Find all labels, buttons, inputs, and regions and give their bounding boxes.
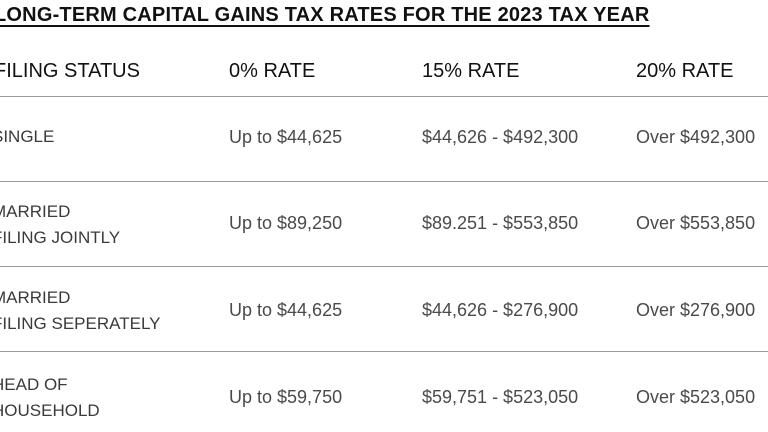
divider bbox=[0, 266, 768, 267]
row-1-rate-20: Over $492,300 bbox=[636, 127, 756, 147]
row-4-rate-0: Up to $59,750 bbox=[229, 387, 343, 407]
row-4-rate-20: Over $523,050 bbox=[636, 387, 756, 407]
divider bbox=[0, 181, 768, 182]
row-3-rate-0: Up to $44,625 bbox=[229, 300, 343, 320]
row-3-filing-status: MARRIED FILING SEPERATELY bbox=[0, 288, 161, 333]
row-4-filing-status: HEAD OF HOUSEHOLD bbox=[0, 375, 100, 420]
row-1-filing-status: SINGLE bbox=[0, 127, 55, 146]
row-4-rate-15: $59,751 - $523,050 bbox=[422, 387, 579, 407]
header-filing-status: FILING STATUS bbox=[0, 60, 140, 82]
divider bbox=[0, 351, 768, 352]
row-2-rate-15: $89.251 - $553,850 bbox=[422, 213, 579, 233]
row-1-rate-0: Up to $44,625 bbox=[229, 127, 343, 147]
row-3-rate-20: Over $276,900 bbox=[636, 300, 756, 320]
header-15-rate: 15% RATE bbox=[422, 60, 520, 82]
table-title: LONG-TERM CAPITAL GAINS TAX RATES FOR TH… bbox=[0, 4, 650, 26]
row-1-rate-15: $44,626 - $492,300 bbox=[422, 127, 579, 147]
header-20-rate: 20% RATE bbox=[636, 60, 734, 82]
row-3-rate-15: $44,626 - $276,900 bbox=[422, 300, 579, 320]
row-2-rate-0: Up to $89,250 bbox=[229, 213, 343, 233]
header-0-rate: 0% RATE bbox=[229, 60, 316, 82]
row-2-filing-status: MARRIED FILING JOINTLY bbox=[0, 202, 121, 247]
row-2-rate-20: Over $553,850 bbox=[636, 213, 756, 233]
divider bbox=[0, 96, 768, 97]
